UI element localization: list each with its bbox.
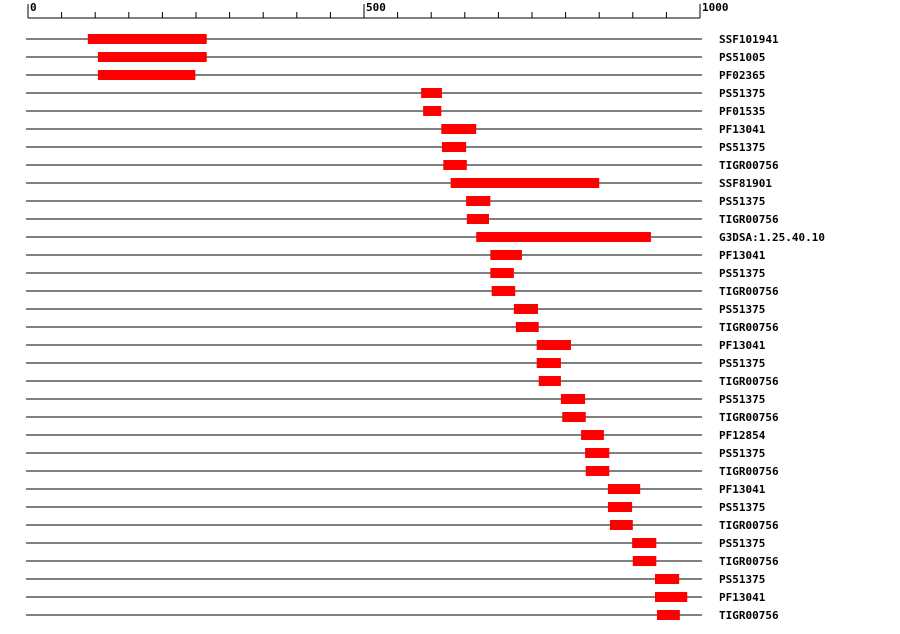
row-label: PF13041 [719,339,766,352]
domain-bar [562,412,586,422]
row-label: TIGR00756 [719,213,779,226]
domain-bar [490,268,514,278]
row-label: TIGR00756 [719,285,779,298]
domain-bar [609,520,633,530]
row-label: PF13041 [719,483,766,496]
domain-bar [491,286,516,296]
domain-bar [632,556,657,566]
x-tick-label: 0 [30,1,37,14]
domain-bar [515,322,539,332]
row-label: PF01535 [719,105,765,118]
x-tick-label: 500 [366,1,386,14]
domain-bar [560,394,586,404]
row-label: PS51375 [719,141,765,154]
row-label: SSF101941 [719,33,779,46]
domain-bar [656,610,680,620]
x-tick-label: 1000 [702,1,729,14]
row-label: TIGR00756 [719,159,779,172]
domain-bar [441,142,467,152]
row-label: PS51375 [719,573,765,586]
domain-bar [607,484,641,494]
row-label: PF12854 [719,429,766,442]
domain-bar [490,250,522,260]
row-label: SSF81901 [719,177,772,190]
row-label: PF13041 [719,249,766,262]
domain-bar [423,106,442,116]
domain-bar [585,448,610,458]
row-label: PS51375 [719,501,765,514]
domain-bar [441,124,477,134]
row-label: PF02365 [719,69,765,82]
row-label: G3DSA:1.25.40.10 [719,231,825,244]
domain-bar [654,592,688,602]
domain-bar [97,52,207,62]
domain-bar [421,88,442,98]
domain-bar [466,196,491,206]
domain-bar [536,358,561,368]
row-label: PS51375 [719,393,765,406]
row-label: PS51005 [719,51,765,64]
row-label: TIGR00756 [719,519,779,532]
domain-bar [581,430,604,440]
row-label: PS51375 [719,87,765,100]
domain-bar [450,178,600,188]
row-label: TIGR00756 [719,555,779,568]
domain-bar [97,70,196,80]
domain-bar [466,214,489,224]
domain-bar [87,34,207,44]
row-label: TIGR00756 [719,411,779,424]
domain-bar [513,304,539,314]
row-label: PS51375 [719,267,765,280]
domain-bar [538,376,561,386]
row-label: TIGR00756 [719,609,779,622]
domain-bar [607,502,633,512]
row-label: PF13041 [719,123,766,136]
row-label: PS51375 [719,357,765,370]
row-label: PS51375 [719,195,765,208]
row-label: TIGR00756 [719,465,779,478]
domain-bar [632,538,657,548]
row-label: TIGR00756 [719,321,779,334]
row-label: PF13041 [719,591,766,604]
row-label: PS51375 [719,537,765,550]
domain-bar [654,574,680,584]
domain-bar [536,340,571,350]
domain-bar [443,160,467,170]
domain-bar [585,466,610,476]
row-label: TIGR00756 [719,375,779,388]
row-label: PS51375 [719,447,765,460]
row-label: PS51375 [719,303,765,316]
domain-bar [476,232,651,242]
